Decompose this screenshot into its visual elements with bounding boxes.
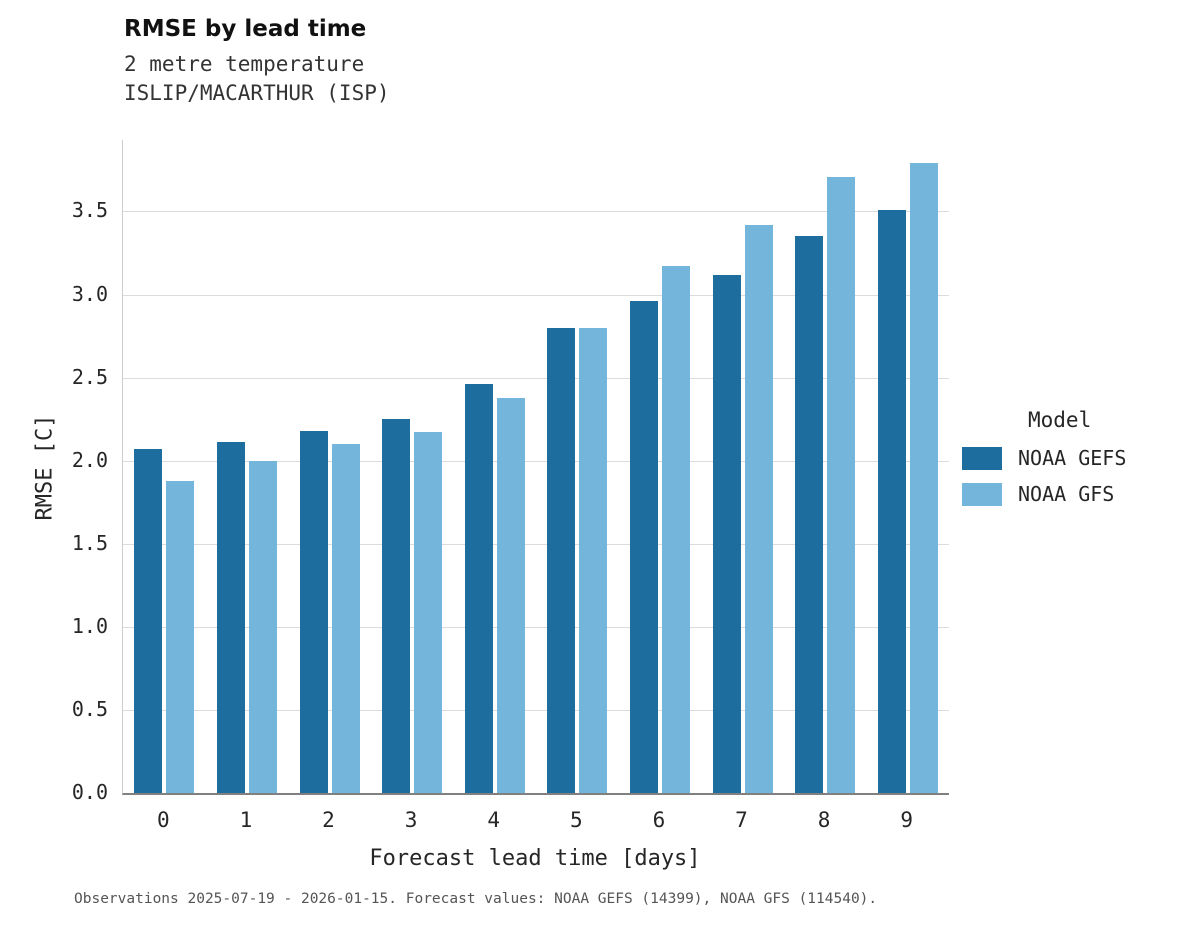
bar-gefs [795, 236, 824, 793]
gridline [123, 460, 949, 462]
bar-gefs [712, 274, 741, 793]
chart-subtitle-station: ISLIP/MACARTHUR (ISP) [124, 81, 390, 105]
x-axis-label: Forecast lead time [days] [369, 846, 701, 871]
source-caption: Observations 2025-07-19 - 2026-01-15. Fo… [74, 891, 878, 907]
legend-item-gefs: NOAA GEFS [962, 446, 1126, 470]
x-axis-tick-label: 5 [569, 808, 583, 832]
bar-gefs [382, 419, 411, 793]
y-axis-tick-label: 3.5 [71, 198, 108, 223]
legend-label-gefs: NOAA GEFS [1018, 446, 1127, 470]
bar-gefs [216, 442, 245, 793]
plot-area [122, 140, 949, 795]
y-axis-tick-label: 2.5 [71, 364, 108, 389]
y-axis-tick-label: 3.0 [71, 281, 108, 306]
chart-subtitle-variable: 2 metre temperature [124, 52, 365, 76]
bar-gfs [331, 444, 360, 793]
bar-gfs [579, 327, 608, 793]
bar-gfs [909, 163, 938, 793]
x-axis-tick-label: 1 [239, 808, 253, 832]
gridline [123, 294, 949, 296]
x-axis-tick-label: 3 [404, 808, 418, 832]
y-axis-tick-label: 1.0 [71, 613, 108, 638]
bar-gefs [464, 384, 493, 793]
x-axis-tick-label: 7 [735, 808, 748, 832]
legend: Model NOAA GEFS NOAA GFS [962, 408, 1126, 518]
x-axis-tick-label: 2 [322, 808, 335, 832]
gridline [123, 211, 949, 213]
bar-gefs [877, 209, 906, 793]
y-axis-tick-label: 0.0 [71, 780, 108, 804]
x-axis-tick-label: 6 [652, 808, 666, 832]
gridline [123, 626, 949, 628]
legend-swatch-gefs-icon [962, 446, 1002, 470]
chart-title: RMSE by lead time [124, 16, 367, 42]
gridline [123, 709, 949, 711]
bar-gefs [629, 301, 658, 793]
y-axis-tick-label: 1.5 [71, 530, 108, 555]
legend-label-gfs: NOAA GFS [1018, 482, 1115, 506]
x-axis-tick-label: 0 [156, 808, 170, 832]
bar-gfs [827, 176, 856, 793]
gridline [123, 377, 949, 379]
bar-gfs [744, 224, 773, 793]
legend-swatch-gfs-icon [962, 482, 1002, 506]
x-axis-tick-label: 4 [487, 808, 501, 832]
bar-gfs [166, 480, 195, 793]
bar-gefs [134, 449, 163, 793]
legend-item-gfs: NOAA GFS [962, 482, 1126, 506]
y-axis-tick-label: 2.0 [71, 447, 108, 472]
bar-gfs [248, 460, 277, 793]
bar-gfs [496, 397, 525, 793]
gridline [123, 543, 949, 545]
bar-gefs [299, 430, 328, 793]
bar-gefs [547, 327, 576, 793]
y-axis-tick-label: 0.5 [71, 696, 108, 721]
x-axis-tick-label: 9 [900, 808, 914, 832]
legend-title: Model [1028, 408, 1092, 432]
bar-gfs [661, 266, 690, 793]
bar-gfs [414, 432, 443, 793]
x-axis-tick-label: 8 [817, 808, 831, 832]
